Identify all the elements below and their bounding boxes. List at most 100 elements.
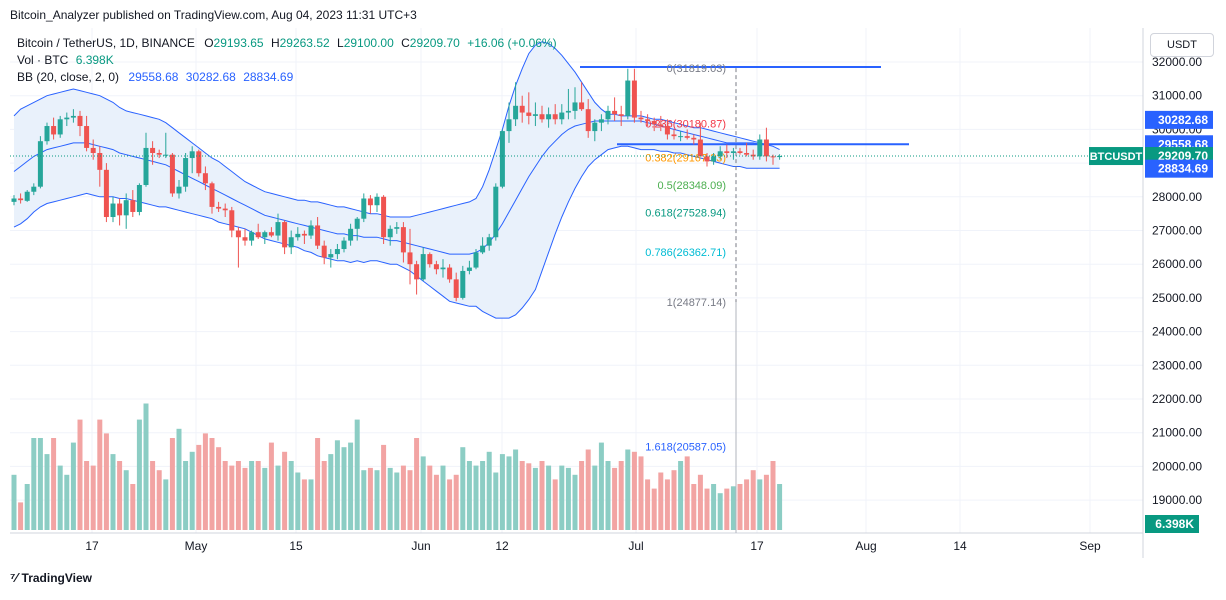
price-tick-label: 31000.00 [1152,89,1202,103]
candle-body [341,240,347,250]
last-price-tag: 29209.70 [1158,149,1208,163]
candle-body [717,151,723,157]
volume-bar [176,428,182,530]
currency-button[interactable]: USDT [1150,33,1214,57]
footer-brand: TradingView [21,570,93,585]
symbol-title[interactable]: Bitcoin / TetherUS, 1D, BINANCE [17,36,195,50]
candle-body [546,114,552,120]
volume-bar [526,463,532,530]
candle-body [18,198,24,201]
candle-body [163,154,169,156]
candle-body [684,136,690,138]
volume-bar [400,465,406,530]
candle-body [308,225,314,236]
volume-bar [57,465,63,530]
volume-bar [31,438,37,530]
candle-body [222,208,228,211]
volume-bar [321,461,327,530]
volume-bar [499,454,505,530]
low-label: L [337,36,344,50]
volume-bar [367,467,373,530]
volume-bar [572,474,578,530]
volume-bar [480,461,486,530]
volume-bar [730,486,736,530]
candle-body [552,114,558,120]
high-label: H [270,36,280,50]
tradingview-logo-icon: ⁷⁄ [10,570,18,585]
volume-bar [737,484,743,530]
volume-bar [77,419,83,530]
candle-body [255,232,261,238]
bb-label: BB (20, close, 2, 0) [17,70,120,84]
volume-bar [117,461,123,530]
candle-body [486,237,492,246]
volume-bar [433,474,439,530]
volume-bar [11,474,17,530]
candle-body [321,245,327,258]
volume-bar [249,461,255,530]
volume-bar [552,479,558,530]
volume-bar [90,465,96,530]
candle-body [493,186,499,238]
candle-body [519,105,525,113]
candle-body [77,115,83,127]
candle-body [130,200,136,212]
candle-body [51,126,57,135]
volume-bar [612,467,618,530]
bb-upper-tag: 30282.68 [1158,113,1208,127]
candle-body [453,279,459,298]
candle-body [480,245,486,253]
volume-bar [37,438,43,530]
volume-tag: 6.398K [1155,517,1194,531]
price-tick-label: 32000.00 [1152,55,1202,69]
bb-basis-value: 29558.68 [128,70,179,84]
volume-bar [189,451,195,530]
bb-legend[interactable]: BB (20, close, 2, 0) 29558.68 30282.68 2… [17,70,293,84]
price-tick-label: 26000.00 [1152,257,1202,271]
candle-body [196,151,202,174]
volume-bar [618,461,624,530]
candle-body [44,126,50,142]
candle-body [447,267,453,280]
volume-legend[interactable]: Vol · BTC 6.398K [17,53,114,67]
volume-bar [163,479,169,530]
close-value: 29209.70 [409,36,460,50]
volume-bar [704,488,710,530]
volume-bar [750,470,756,530]
candle-body [400,227,406,253]
volume-bar [625,449,631,530]
volume-bar [262,467,268,530]
candle-body [460,270,466,298]
time-tick-label: May [185,539,208,553]
candle-body [156,152,162,155]
candle-body [658,124,664,127]
volume-bar [493,472,499,530]
candle-body [407,252,413,265]
volume-bar [757,479,763,530]
candle-body [724,151,730,153]
price-tick-label: 25000.00 [1152,291,1202,305]
candle-body [361,198,367,219]
candle-body [282,222,288,248]
volume-bar [585,449,591,530]
symbol-legend[interactable]: Bitcoin / TetherUS, 1D, BINANCE O29193.6… [17,36,557,50]
candle-body [473,252,479,268]
candle-body [664,126,670,135]
volume-bar [453,474,459,530]
candle-body [750,154,756,157]
candle-body [579,102,585,110]
volume-bar [658,472,664,530]
candle-body [117,203,123,216]
price-tick-label: 24000.00 [1152,325,1202,339]
volume-bar [64,474,70,530]
candle-body [249,232,255,241]
candle-body [394,227,400,229]
volume-bar [51,438,57,530]
candle-body [631,80,637,118]
tradingview-footer[interactable]: ⁷⁄ TradingView [10,570,92,585]
volume-bar [678,461,684,530]
candle-body [697,139,703,157]
candle-body [183,158,189,187]
volume-bar [196,444,202,530]
